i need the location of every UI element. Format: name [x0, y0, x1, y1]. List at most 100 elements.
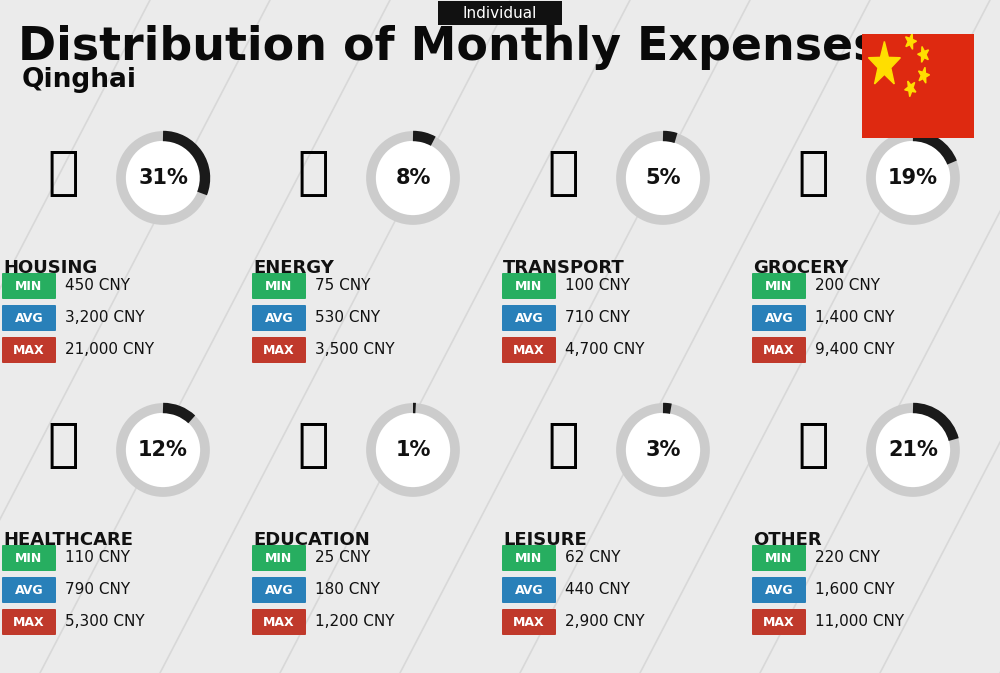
- FancyBboxPatch shape: [752, 609, 806, 635]
- Text: AVG: AVG: [515, 583, 543, 596]
- FancyBboxPatch shape: [502, 305, 556, 331]
- Text: AVG: AVG: [765, 583, 793, 596]
- Text: 🎓: 🎓: [297, 419, 329, 471]
- FancyBboxPatch shape: [752, 545, 806, 571]
- FancyBboxPatch shape: [502, 273, 556, 299]
- Text: MAX: MAX: [263, 616, 295, 629]
- Text: TRANSPORT: TRANSPORT: [503, 259, 625, 277]
- Text: AVG: AVG: [765, 312, 793, 324]
- Text: GROCERY: GROCERY: [753, 259, 848, 277]
- Text: 4,700 CNY: 4,700 CNY: [565, 343, 644, 357]
- FancyBboxPatch shape: [752, 577, 806, 603]
- Text: MAX: MAX: [13, 343, 45, 357]
- Text: 3,200 CNY: 3,200 CNY: [65, 310, 145, 326]
- Circle shape: [871, 408, 955, 492]
- FancyBboxPatch shape: [252, 305, 306, 331]
- Text: HEALTHCARE: HEALTHCARE: [3, 531, 133, 549]
- Text: MAX: MAX: [763, 343, 795, 357]
- Text: MIN: MIN: [15, 279, 43, 293]
- Text: HOUSING: HOUSING: [3, 259, 97, 277]
- Text: 🔌: 🔌: [297, 147, 329, 199]
- Circle shape: [871, 136, 955, 220]
- Text: 21,000 CNY: 21,000 CNY: [65, 343, 154, 357]
- FancyBboxPatch shape: [252, 609, 306, 635]
- Circle shape: [621, 136, 705, 220]
- FancyBboxPatch shape: [502, 577, 556, 603]
- Text: 25 CNY: 25 CNY: [315, 551, 370, 565]
- Text: Individual: Individual: [463, 5, 537, 20]
- Text: 5,300 CNY: 5,300 CNY: [65, 614, 145, 629]
- Text: 8%: 8%: [395, 168, 431, 188]
- Text: MAX: MAX: [13, 616, 45, 629]
- Text: 220 CNY: 220 CNY: [815, 551, 880, 565]
- FancyBboxPatch shape: [438, 1, 562, 25]
- Text: 200 CNY: 200 CNY: [815, 279, 880, 293]
- FancyBboxPatch shape: [752, 273, 806, 299]
- Text: 3,500 CNY: 3,500 CNY: [315, 343, 395, 357]
- FancyBboxPatch shape: [252, 577, 306, 603]
- Polygon shape: [868, 42, 900, 84]
- Text: MIN: MIN: [15, 551, 43, 565]
- Polygon shape: [906, 34, 917, 49]
- Circle shape: [621, 408, 705, 492]
- Text: 440 CNY: 440 CNY: [565, 583, 630, 598]
- FancyBboxPatch shape: [2, 305, 56, 331]
- FancyBboxPatch shape: [2, 545, 56, 571]
- Text: AVG: AVG: [265, 312, 293, 324]
- Circle shape: [121, 408, 205, 492]
- FancyBboxPatch shape: [252, 273, 306, 299]
- Text: 11,000 CNY: 11,000 CNY: [815, 614, 904, 629]
- Text: 1%: 1%: [395, 440, 431, 460]
- Text: 110 CNY: 110 CNY: [65, 551, 130, 565]
- Text: 3%: 3%: [645, 440, 681, 460]
- Text: ENERGY: ENERGY: [253, 259, 334, 277]
- Text: AVG: AVG: [15, 312, 43, 324]
- Text: MIN: MIN: [765, 551, 793, 565]
- Text: 100 CNY: 100 CNY: [565, 279, 630, 293]
- FancyBboxPatch shape: [252, 337, 306, 363]
- FancyBboxPatch shape: [752, 337, 806, 363]
- Text: 🏥: 🏥: [47, 419, 79, 471]
- Text: LEISURE: LEISURE: [503, 531, 587, 549]
- Text: MAX: MAX: [763, 616, 795, 629]
- Text: MAX: MAX: [513, 616, 545, 629]
- Text: MIN: MIN: [515, 551, 543, 565]
- Text: 75 CNY: 75 CNY: [315, 279, 370, 293]
- Polygon shape: [919, 67, 930, 83]
- Text: MIN: MIN: [265, 551, 293, 565]
- FancyBboxPatch shape: [2, 577, 56, 603]
- Text: 790 CNY: 790 CNY: [65, 583, 130, 598]
- Text: 💰: 💰: [797, 419, 829, 471]
- Text: 🏢: 🏢: [47, 147, 79, 199]
- Text: 🚌: 🚌: [547, 147, 579, 199]
- Text: 🛒: 🛒: [797, 147, 829, 199]
- Text: MAX: MAX: [263, 343, 295, 357]
- FancyBboxPatch shape: [752, 305, 806, 331]
- Text: MIN: MIN: [765, 279, 793, 293]
- Text: 1,200 CNY: 1,200 CNY: [315, 614, 394, 629]
- Text: 12%: 12%: [138, 440, 188, 460]
- Text: 31%: 31%: [138, 168, 188, 188]
- FancyBboxPatch shape: [502, 609, 556, 635]
- Text: MAX: MAX: [513, 343, 545, 357]
- FancyBboxPatch shape: [252, 545, 306, 571]
- Text: 530 CNY: 530 CNY: [315, 310, 380, 326]
- Text: EDUCATION: EDUCATION: [253, 531, 370, 549]
- Text: AVG: AVG: [265, 583, 293, 596]
- Circle shape: [121, 136, 205, 220]
- Polygon shape: [918, 46, 929, 63]
- Text: AVG: AVG: [15, 583, 43, 596]
- Text: MIN: MIN: [515, 279, 543, 293]
- Text: 1,600 CNY: 1,600 CNY: [815, 583, 895, 598]
- FancyBboxPatch shape: [2, 273, 56, 299]
- Text: MIN: MIN: [265, 279, 293, 293]
- Text: 19%: 19%: [888, 168, 938, 188]
- Text: 2,900 CNY: 2,900 CNY: [565, 614, 645, 629]
- Text: 1,400 CNY: 1,400 CNY: [815, 310, 895, 326]
- FancyBboxPatch shape: [502, 545, 556, 571]
- Polygon shape: [905, 81, 916, 97]
- Text: OTHER: OTHER: [753, 531, 822, 549]
- Text: 9,400 CNY: 9,400 CNY: [815, 343, 895, 357]
- FancyBboxPatch shape: [2, 609, 56, 635]
- FancyBboxPatch shape: [502, 337, 556, 363]
